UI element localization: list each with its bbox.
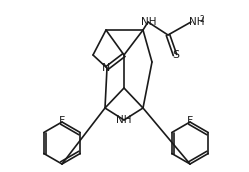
Text: N: N bbox=[102, 63, 110, 73]
Text: S: S bbox=[173, 50, 180, 60]
Text: 2: 2 bbox=[199, 15, 204, 24]
Text: NH: NH bbox=[116, 115, 132, 125]
Text: F: F bbox=[187, 116, 193, 126]
Text: NH: NH bbox=[189, 17, 204, 27]
Text: NH: NH bbox=[141, 17, 157, 27]
Text: F: F bbox=[59, 116, 65, 126]
